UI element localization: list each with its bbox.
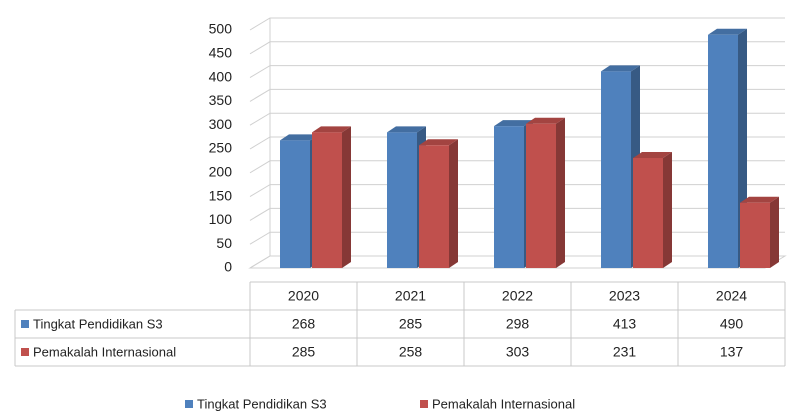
legend-key	[21, 348, 29, 356]
bar-face	[494, 126, 524, 268]
x-tick-label: 2022	[502, 288, 533, 304]
legend-key	[185, 400, 193, 408]
bar-face	[387, 126, 426, 133]
bar-face	[556, 117, 565, 268]
bar-face	[449, 139, 458, 268]
table-value: 268	[292, 316, 316, 332]
table-row-label: Tingkat Pendidikan S3	[33, 316, 163, 331]
y-tick-label: 50	[216, 235, 232, 251]
legend-key	[420, 400, 428, 408]
y-tick-label: 250	[209, 140, 233, 156]
x-tick-label: 2023	[609, 288, 640, 304]
legend-label: Tingkat Pendidikan S3	[197, 396, 327, 411]
bar-face	[312, 132, 342, 268]
bar-face	[419, 145, 449, 268]
bar-face	[312, 126, 351, 133]
table-value: 285	[292, 344, 316, 360]
bar-face	[708, 34, 738, 269]
y-tick-label: 100	[209, 211, 233, 227]
table-value: 137	[720, 344, 744, 360]
x-tick-label: 2024	[716, 288, 747, 304]
bar	[633, 152, 672, 268]
y-tick-label: 300	[209, 116, 233, 132]
legend-label: Pemakalah Internasional	[432, 396, 575, 411]
bar-face	[526, 123, 556, 268]
bar-face	[601, 65, 640, 72]
bar-face	[419, 139, 458, 146]
bar-face	[387, 132, 417, 268]
bar	[526, 117, 565, 268]
bar-face	[526, 117, 565, 124]
table-value: 298	[506, 316, 530, 332]
bar-face	[342, 126, 351, 268]
bar-face	[740, 202, 770, 268]
grid-line	[249, 65, 785, 79]
bar-face	[708, 28, 747, 35]
legend-key	[21, 320, 29, 328]
y-tick-label: 350	[209, 92, 233, 108]
table-value: 413	[613, 316, 637, 332]
bar	[740, 196, 779, 268]
table-value: 285	[399, 316, 423, 332]
table-value: 231	[613, 344, 637, 360]
bar-face	[494, 120, 533, 127]
bar-face	[280, 134, 319, 141]
grid-line	[249, 17, 785, 31]
x-tick-label: 2021	[395, 288, 426, 304]
grid-line	[249, 41, 785, 55]
y-tick-label: 0	[224, 259, 232, 275]
bar-face	[740, 196, 779, 203]
bar-face	[770, 196, 779, 268]
bar-face	[601, 71, 631, 268]
x-tick-label: 2020	[288, 288, 319, 304]
grid-line	[249, 88, 785, 102]
bar-face	[633, 158, 663, 268]
table-value: 490	[720, 316, 744, 332]
y-tick-label: 400	[209, 68, 233, 84]
y-tick-label: 450	[209, 45, 233, 61]
table-value: 303	[506, 344, 530, 360]
bar	[419, 139, 458, 268]
bar	[312, 126, 351, 268]
table-value: 258	[399, 344, 423, 360]
y-tick-label: 500	[209, 21, 233, 37]
bar-face	[280, 140, 310, 268]
bar-face	[663, 152, 672, 268]
y-tick-label: 150	[209, 187, 233, 203]
y-tick-label: 200	[209, 164, 233, 180]
bar-face	[633, 152, 672, 159]
table-row-label: Pemakalah Internasional	[33, 344, 176, 359]
